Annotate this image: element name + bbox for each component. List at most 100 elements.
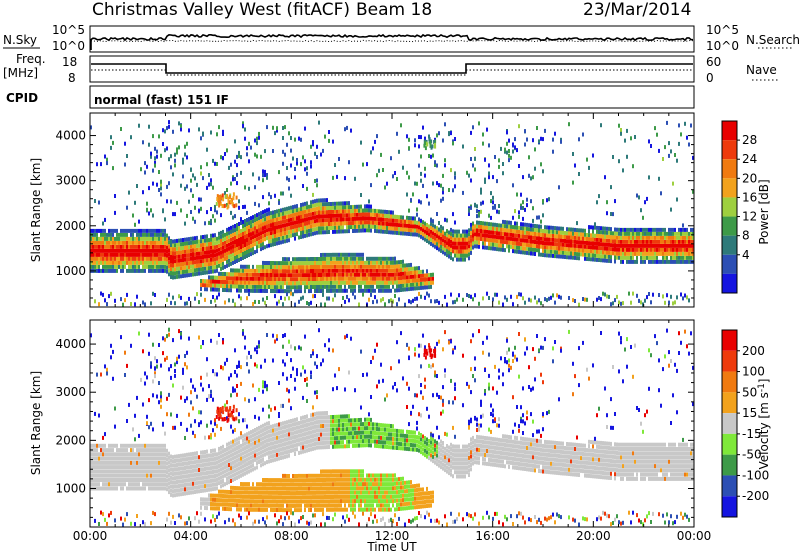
power-cell xyxy=(270,231,272,235)
power-cell xyxy=(624,244,626,248)
power-cell xyxy=(388,299,390,303)
power-cell xyxy=(640,232,642,236)
power-cell xyxy=(320,285,322,289)
power-cell xyxy=(454,238,456,242)
power-cell xyxy=(222,132,224,136)
power-cell xyxy=(402,268,404,272)
power-cell xyxy=(114,249,116,253)
velocity-cell xyxy=(120,517,122,521)
power-cell xyxy=(120,237,122,241)
power-cell xyxy=(306,166,308,170)
power-cell xyxy=(296,289,298,293)
velocity-cell xyxy=(110,469,112,473)
power-cell xyxy=(328,206,330,210)
power-cell xyxy=(320,253,322,257)
power-cell xyxy=(286,269,288,273)
power-cell xyxy=(254,202,256,206)
power-cell xyxy=(624,232,626,236)
power-cell xyxy=(344,209,346,213)
power-cell xyxy=(516,193,518,197)
power-cell xyxy=(448,243,450,247)
velocity-cell xyxy=(106,482,108,486)
power-cell xyxy=(228,272,230,276)
power-cell xyxy=(228,284,230,288)
power-cell xyxy=(308,302,310,306)
power-cell xyxy=(538,229,540,233)
power-cell xyxy=(110,253,112,257)
power-cell xyxy=(300,257,302,261)
power-cell xyxy=(100,162,102,166)
velocity-cell xyxy=(134,522,136,526)
velocity-cell xyxy=(144,372,146,376)
power-cell xyxy=(164,253,166,257)
power-cell xyxy=(132,245,134,249)
power-cell xyxy=(96,162,98,166)
power-cell xyxy=(306,217,308,221)
power-cell xyxy=(542,241,544,245)
power-cell xyxy=(304,167,306,171)
power-cell xyxy=(480,202,482,206)
power-cell xyxy=(422,228,424,232)
power-cell xyxy=(94,265,96,269)
power-cell xyxy=(180,127,182,131)
power-cell xyxy=(418,225,420,229)
power-cell xyxy=(224,253,226,257)
power-cell xyxy=(366,261,368,265)
velocity-cell xyxy=(152,469,154,473)
power-cell xyxy=(148,237,150,241)
velocity-cell xyxy=(120,465,122,469)
velocity-cell xyxy=(140,378,142,382)
power-cell xyxy=(336,269,338,273)
power-cell xyxy=(108,229,110,233)
power-cell xyxy=(640,236,642,240)
power-cell xyxy=(596,226,598,230)
velocity-cell xyxy=(182,466,184,470)
power-cell xyxy=(358,221,360,225)
power-cell xyxy=(184,270,186,274)
power-cell xyxy=(288,269,290,273)
velocity-cell xyxy=(138,461,140,465)
power-cell xyxy=(224,237,226,241)
power-cell xyxy=(148,257,150,261)
power-cell xyxy=(392,211,394,215)
power-cell xyxy=(146,245,148,249)
power-cell xyxy=(282,192,284,196)
power-cell xyxy=(310,265,312,269)
power-cell xyxy=(176,271,178,275)
velocity-cell xyxy=(174,463,176,467)
power-cell xyxy=(166,147,168,151)
power-cell xyxy=(344,205,346,209)
power-cell xyxy=(634,252,636,256)
power-cell xyxy=(208,275,210,279)
power-cell xyxy=(162,257,164,261)
power-cell xyxy=(592,246,594,250)
power-cell xyxy=(246,146,248,150)
power-cell xyxy=(180,258,182,262)
power-cell xyxy=(190,269,192,273)
power-cell xyxy=(136,233,138,237)
power-cell xyxy=(252,215,254,219)
power-cell xyxy=(666,248,668,252)
power-cell xyxy=(210,254,212,258)
power-cell xyxy=(272,219,274,223)
power-cell xyxy=(274,269,276,273)
power-cell xyxy=(438,244,440,248)
power-cell xyxy=(254,222,256,226)
power-cell xyxy=(578,244,580,248)
power-cell xyxy=(444,252,446,256)
velocity-cell xyxy=(116,487,118,491)
power-cell xyxy=(378,221,380,225)
power-cell xyxy=(358,273,360,277)
power-cell xyxy=(282,285,284,289)
power-cell xyxy=(520,250,522,254)
velocity-cell xyxy=(164,469,166,473)
power-cell xyxy=(318,203,320,207)
power-cell xyxy=(506,220,508,224)
power-cell xyxy=(194,272,196,276)
power-cell xyxy=(676,256,678,260)
power-cell xyxy=(380,273,382,277)
power-cell xyxy=(286,235,288,239)
power-cell xyxy=(554,132,556,136)
power-cell xyxy=(282,228,284,232)
power-cell xyxy=(654,236,656,240)
